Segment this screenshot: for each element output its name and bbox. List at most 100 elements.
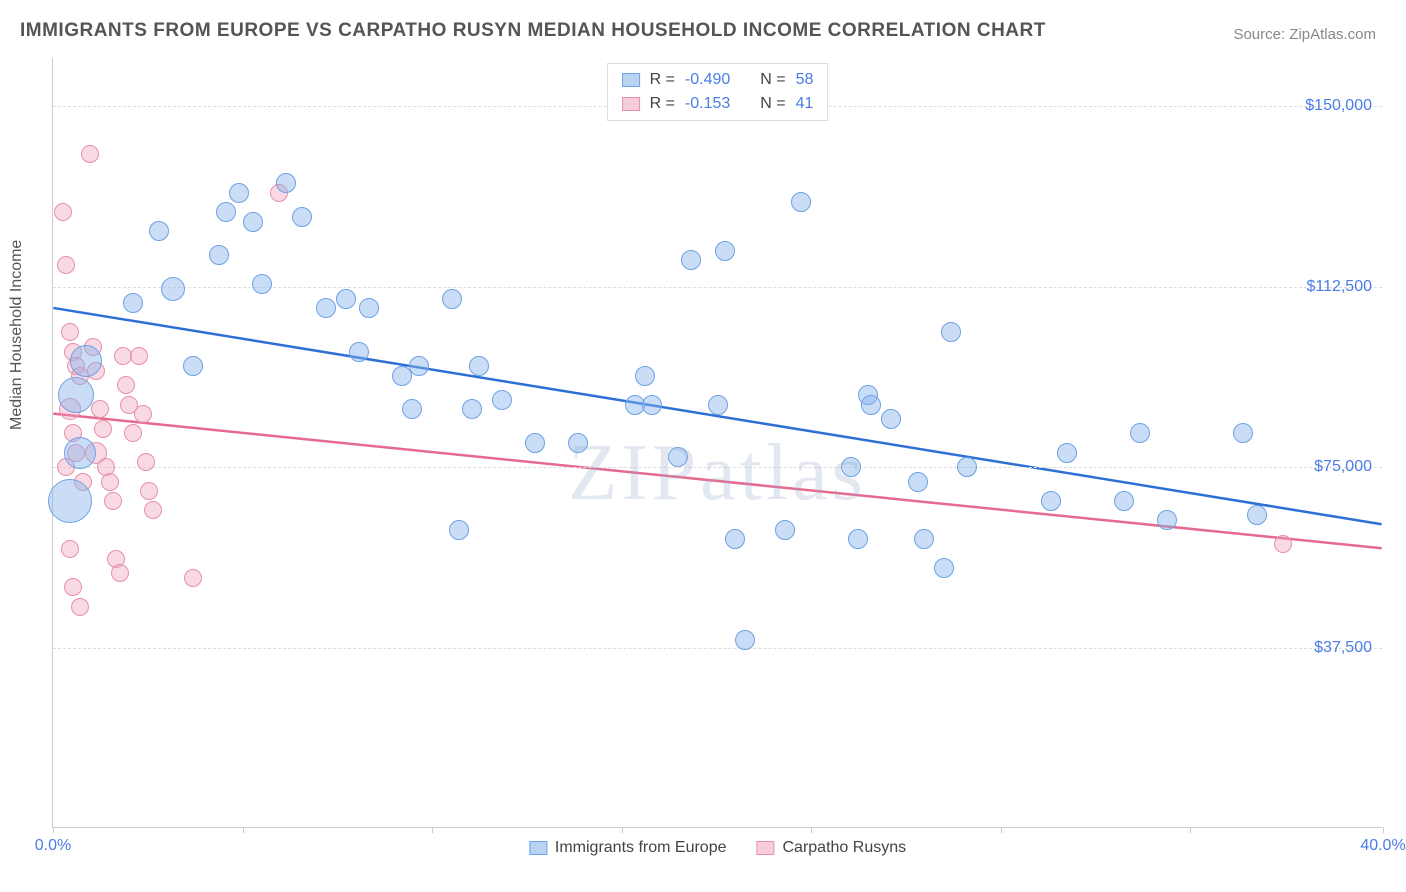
- scatter-point: [316, 298, 336, 318]
- scatter-point: [681, 250, 701, 270]
- legend-swatch: [622, 97, 640, 111]
- scatter-point: [908, 472, 928, 492]
- x-tick-mark: [53, 827, 54, 833]
- scatter-point: [91, 400, 109, 418]
- chart-plot-area: ZIPatlas R =-0.490N =58R =-0.153N =41 Im…: [52, 58, 1382, 828]
- scatter-point: [449, 520, 469, 540]
- scatter-point: [462, 399, 482, 419]
- scatter-point: [124, 424, 142, 442]
- scatter-point: [229, 183, 249, 203]
- scatter-point: [715, 241, 735, 261]
- x-tick-mark: [622, 827, 623, 833]
- scatter-point: [1130, 423, 1150, 443]
- scatter-point: [735, 630, 755, 650]
- correlation-legend: R = -0.490 N = 58 R = -0.153 N = 41: [607, 63, 829, 121]
- legend-r-value: -0.490: [685, 68, 730, 92]
- scatter-point: [184, 569, 202, 587]
- scatter-point: [149, 221, 169, 241]
- scatter-point: [54, 203, 72, 221]
- legend-n-label: N =: [760, 68, 785, 92]
- gridline: [53, 648, 1382, 649]
- scatter-point: [1041, 491, 1061, 511]
- y-tick-label: $150,000: [1305, 97, 1372, 115]
- scatter-point: [64, 437, 96, 469]
- scatter-point: [64, 578, 82, 596]
- legend-n-value: 58: [796, 68, 814, 92]
- watermark: ZIPatlas: [568, 428, 867, 519]
- scatter-point: [934, 558, 954, 578]
- scatter-point: [123, 293, 143, 313]
- scatter-point: [881, 409, 901, 429]
- scatter-point: [841, 457, 861, 477]
- scatter-point: [941, 322, 961, 342]
- gridline: [53, 467, 1382, 468]
- legend-n-value: 41: [796, 92, 814, 116]
- scatter-point: [292, 207, 312, 227]
- scatter-point: [140, 482, 158, 500]
- scatter-point: [137, 453, 155, 471]
- scatter-point: [134, 405, 152, 423]
- series-legend: Immigrants from Europe Carpatho Rusyns: [529, 839, 906, 857]
- scatter-point: [914, 529, 934, 549]
- legend-n-label: N =: [760, 92, 785, 116]
- x-axis-max-label: 40.0%: [1360, 837, 1405, 855]
- scatter-point: [276, 173, 296, 193]
- scatter-point: [861, 395, 881, 415]
- scatter-point: [359, 298, 379, 318]
- scatter-point: [130, 347, 148, 365]
- y-tick-label: $75,000: [1314, 458, 1372, 476]
- trend-line: [53, 308, 1381, 524]
- scatter-point: [81, 145, 99, 163]
- legend-swatch: [756, 841, 774, 855]
- chart-title: IMMIGRANTS FROM EUROPE VS CARPATHO RUSYN…: [20, 20, 1046, 42]
- scatter-point: [114, 347, 132, 365]
- correlation-legend-row: R = -0.490 N = 58: [622, 68, 814, 92]
- scatter-point: [442, 289, 462, 309]
- legend-swatch: [622, 73, 640, 87]
- scatter-point: [1247, 505, 1267, 525]
- scatter-point: [957, 457, 977, 477]
- trend-line: [53, 414, 1381, 549]
- scatter-point: [635, 366, 655, 386]
- scatter-point: [568, 433, 588, 453]
- scatter-point: [94, 420, 112, 438]
- scatter-point: [402, 399, 422, 419]
- source-attribution: Source: ZipAtlas.com: [1233, 26, 1376, 43]
- trend-lines-svg: [53, 58, 1382, 827]
- legend-r-label: R =: [650, 68, 675, 92]
- series-legend-item: Carpatho Rusyns: [756, 839, 906, 857]
- series-legend-label: Immigrants from Europe: [555, 839, 727, 857]
- scatter-point: [71, 598, 89, 616]
- scatter-point: [469, 356, 489, 376]
- scatter-point: [111, 564, 129, 582]
- y-axis-label: Median Household Income: [8, 240, 26, 430]
- scatter-point: [1157, 510, 1177, 530]
- scatter-point: [61, 323, 79, 341]
- legend-r-label: R =: [650, 92, 675, 116]
- scatter-point: [243, 212, 263, 232]
- legend-r-value: -0.153: [685, 92, 730, 116]
- correlation-legend-row: R = -0.153 N = 41: [622, 92, 814, 116]
- series-legend-label: Carpatho Rusyns: [782, 839, 906, 857]
- scatter-point: [668, 447, 688, 467]
- scatter-point: [216, 202, 236, 222]
- scatter-point: [492, 390, 512, 410]
- scatter-point: [1057, 443, 1077, 463]
- scatter-point: [48, 479, 92, 523]
- x-tick-mark: [243, 827, 244, 833]
- scatter-point: [104, 492, 122, 510]
- scatter-point: [58, 377, 94, 413]
- scatter-point: [144, 501, 162, 519]
- scatter-point: [61, 540, 79, 558]
- y-tick-label: $37,500: [1314, 639, 1372, 657]
- x-tick-mark: [432, 827, 433, 833]
- scatter-point: [101, 473, 119, 491]
- x-axis-min-label: 0.0%: [35, 837, 71, 855]
- scatter-point: [209, 245, 229, 265]
- scatter-point: [57, 256, 75, 274]
- scatter-point: [336, 289, 356, 309]
- scatter-point: [70, 345, 102, 377]
- scatter-point: [725, 529, 745, 549]
- y-tick-label: $112,500: [1306, 278, 1372, 296]
- scatter-point: [183, 356, 203, 376]
